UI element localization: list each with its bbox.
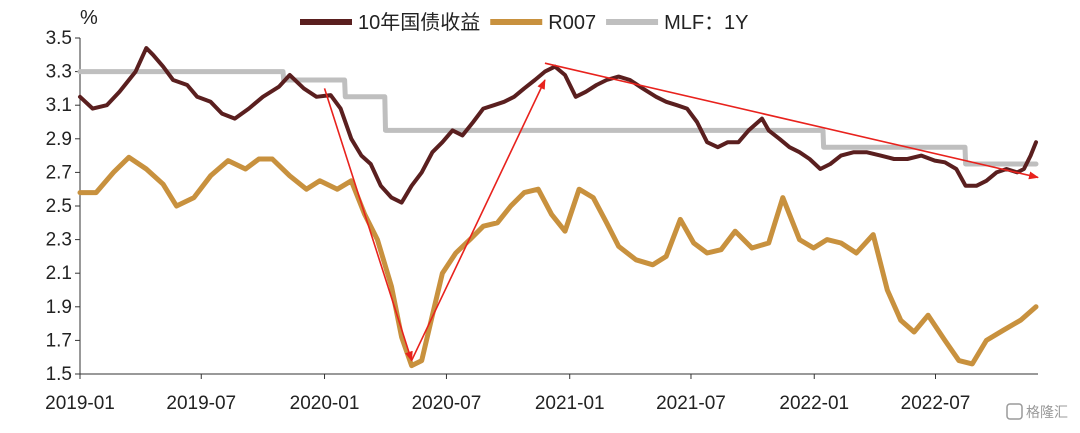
y-tick-label: 2.3	[46, 230, 72, 251]
y-tick-label: 1.5	[46, 364, 72, 385]
y-tick-label: 1.9	[46, 297, 72, 318]
x-tick-label: 2019-07	[166, 393, 236, 414]
x-tick-label: 2021-01	[535, 393, 605, 414]
y-tick-label: 3.3	[46, 62, 72, 83]
y-tick-label: 2.9	[46, 129, 72, 150]
x-tick-label: 2019-01	[45, 393, 115, 414]
x-tick-label: 2022-07	[901, 393, 971, 414]
watermark-text: 格隆汇	[1026, 405, 1068, 421]
y-tick-label: 2.1	[46, 263, 72, 284]
y-axis: 3.5 3.3 3.1 2.9 2.7 2.5 2.3 2.1 1.9 1.7 1.5	[46, 28, 81, 385]
annotation-layer	[323, 62, 1039, 362]
series-line-r007	[77, 154, 1039, 369]
legend: 10年国债收益 R007 MLF：1Y	[300, 11, 749, 34]
legend-label: R007	[548, 12, 596, 34]
x-axis: 2019-01 2019-07 2020-01 2020-07 2021-01 2021-…	[45, 373, 1038, 414]
trend-arrow-2	[410, 79, 546, 361]
y-tick-label: 3.5	[46, 28, 72, 49]
watermark: 格隆汇	[1006, 403, 1068, 421]
series-line-bond-yield	[78, 46, 1038, 205]
x-tick-label: 2022-01	[779, 393, 849, 414]
y-tick-label: 2.7	[46, 162, 72, 183]
trend-arrow-3	[544, 62, 1039, 180]
y-axis-unit: %	[80, 7, 98, 29]
watermark-logo-icon	[1006, 403, 1023, 420]
trend-arrow-1	[323, 88, 413, 362]
x-tick-label: 2021-07	[656, 393, 726, 414]
y-tick-label: 1.7	[46, 330, 72, 351]
x-tick-label: 2020-07	[412, 393, 482, 414]
y-tick-label: 3.1	[46, 95, 72, 116]
series-line-mlf	[77, 69, 1039, 167]
x-tick-label: 2020-01	[290, 393, 360, 414]
legend-label: MLF：1Y	[664, 12, 748, 34]
series-layer	[77, 46, 1039, 369]
y-tick-label: 2.5	[46, 196, 72, 217]
legend-label: 10年国债收益	[358, 11, 480, 34]
